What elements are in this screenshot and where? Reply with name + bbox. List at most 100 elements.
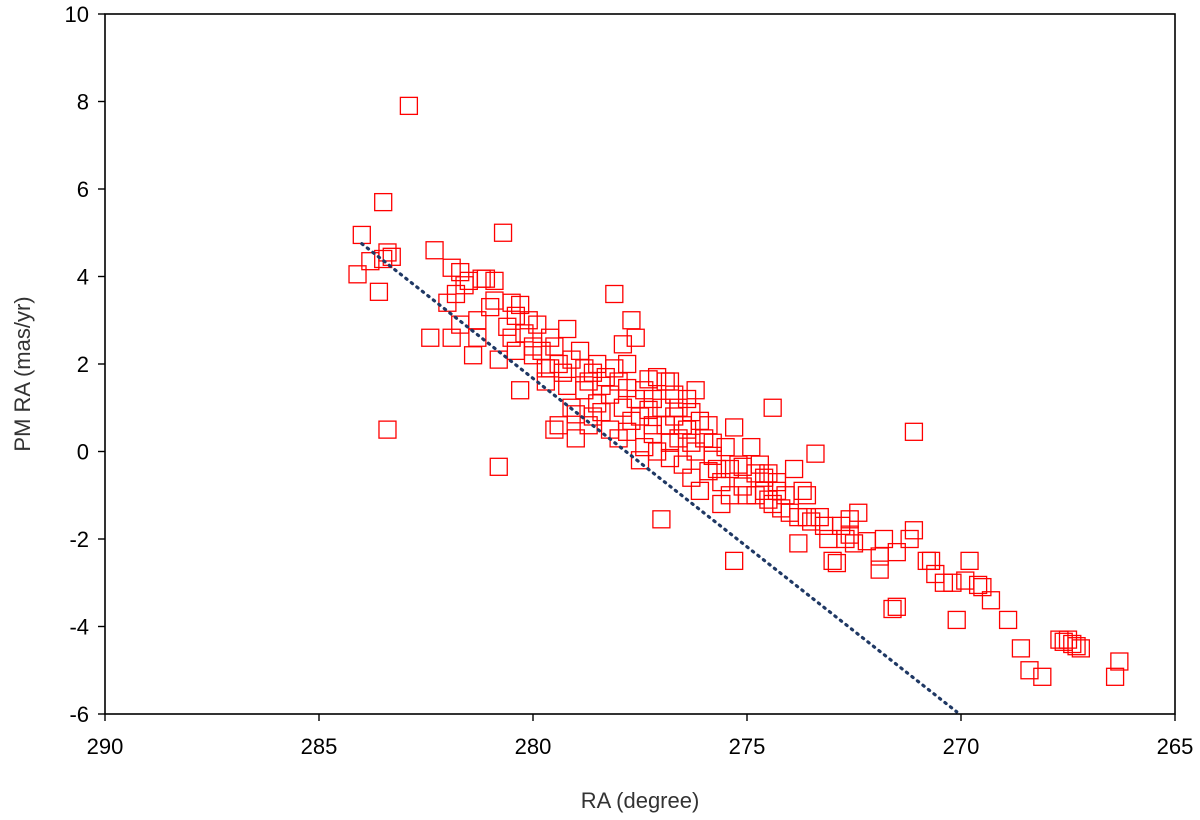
x-axis-tick-labels: 290 285 280 275 270 265 (87, 734, 1194, 759)
data-point (613, 335, 633, 354)
data-point (618, 354, 637, 374)
data-point (511, 381, 530, 400)
data-point (797, 486, 817, 505)
data-point (665, 385, 684, 404)
x-tick-label: 270 (943, 734, 980, 759)
data-point (485, 271, 504, 291)
data-point (374, 192, 393, 212)
x-tick-label: 280 (515, 734, 552, 759)
x-axis-title: RA (degree) (581, 788, 700, 813)
data-point (1067, 637, 1086, 656)
data-point (1110, 652, 1129, 671)
data-point (643, 416, 662, 435)
data-point (823, 551, 842, 571)
data-point (1011, 639, 1031, 658)
data-point (605, 359, 624, 378)
data-point (943, 573, 962, 592)
data-point (703, 433, 722, 452)
data-point (806, 444, 825, 463)
x-tick-label: 285 (301, 734, 338, 759)
data-point (793, 481, 812, 501)
data-point (707, 459, 727, 479)
data-point (840, 510, 859, 529)
data-point (960, 551, 979, 571)
y-tick-label: 6 (77, 177, 89, 202)
data-point (754, 468, 774, 487)
data-point (981, 591, 1001, 610)
data-point (716, 437, 735, 457)
data-point (622, 311, 641, 330)
data-point (378, 420, 397, 439)
x-tick-label: 290 (87, 734, 124, 759)
data-point (481, 297, 500, 317)
data-point (1071, 639, 1090, 658)
data-point (998, 610, 1018, 630)
data-point (883, 599, 902, 619)
data-point (485, 291, 504, 310)
plot-area (104, 13, 1176, 715)
data-point (489, 350, 508, 369)
data-point (947, 610, 966, 630)
data-point (468, 311, 487, 330)
data-point (425, 241, 444, 260)
data-point (874, 529, 894, 549)
data-point (352, 225, 371, 245)
data-point (626, 328, 645, 347)
data-point (921, 551, 941, 571)
data-point (784, 459, 804, 479)
trendline (360, 242, 959, 714)
data-point (887, 542, 906, 562)
data-point (528, 315, 547, 334)
data-point (421, 328, 440, 347)
data-point (904, 422, 924, 441)
data-point (558, 376, 577, 396)
x-tick-label: 265 (1157, 734, 1194, 759)
data-point (690, 481, 710, 501)
y-tick-label: 4 (77, 265, 89, 290)
data-point (870, 560, 889, 579)
data-point (639, 400, 658, 420)
y-tick-label: -2 (69, 527, 89, 552)
data-point (618, 422, 637, 441)
data-point (489, 457, 508, 476)
data-point (506, 341, 526, 361)
data-point (566, 429, 585, 448)
data-point (742, 437, 761, 457)
data-point (562, 398, 581, 417)
data-point (968, 575, 988, 595)
data-point (819, 529, 838, 549)
x-tick-label: 275 (729, 734, 766, 759)
data-point (870, 547, 889, 566)
data-point (725, 418, 744, 437)
data-point (725, 551, 744, 571)
y-tick-label: -6 (69, 702, 89, 727)
data-point (686, 381, 705, 400)
data-point (493, 223, 513, 242)
data-point (763, 398, 782, 417)
data-point (844, 534, 864, 553)
data-point (904, 521, 924, 540)
data-point (630, 451, 650, 470)
data-point (545, 420, 564, 439)
data-point (660, 372, 680, 391)
y-axis-title: PM RA (mas/yr) (10, 296, 35, 451)
data-point (660, 448, 680, 468)
data-point (540, 359, 560, 378)
y-tick-label: 8 (77, 90, 89, 115)
data-point (536, 359, 555, 378)
data-point (1105, 667, 1125, 686)
data-point (605, 284, 624, 304)
data-point (502, 328, 521, 347)
data-point (682, 402, 701, 422)
y-tick-label: 10 (65, 2, 89, 27)
data-point (733, 457, 752, 476)
y-tick-label: -4 (69, 615, 89, 640)
data-point (759, 490, 778, 509)
data-point (789, 534, 808, 553)
axis-ticks (98, 13, 1176, 721)
y-axis-tick-labels: 10 8 6 4 2 0 -2 -4 -6 (65, 2, 89, 727)
data-point (652, 510, 671, 529)
y-tick-label: 2 (77, 352, 89, 377)
data-point (378, 243, 397, 262)
